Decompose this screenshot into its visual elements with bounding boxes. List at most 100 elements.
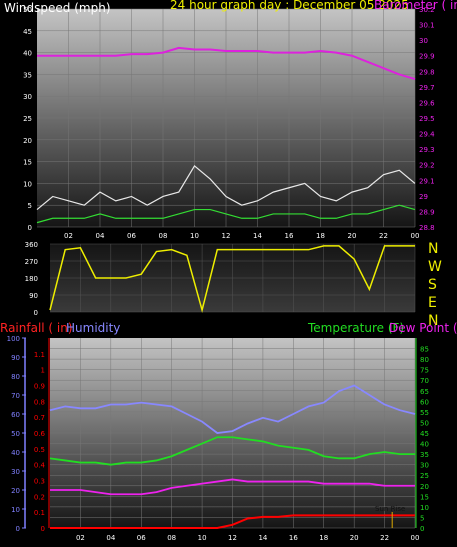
- graph-title: 24 hour graph day : December 05 2025: [170, 0, 409, 12]
- compass-label: N: [428, 313, 438, 329]
- barometer-tick-label: 29.6: [419, 99, 435, 107]
- barometer-tick-label: 29.4: [419, 131, 435, 139]
- compass-label: S: [428, 277, 437, 293]
- wind-y-axis: 0 5 10 15 20 25 30 35 40 45 50: [23, 6, 32, 232]
- barometer-tick-label: 30.1: [419, 22, 435, 30]
- windspeed-tick-label: 35: [23, 71, 32, 79]
- climate-x-tick-label: 18: [319, 534, 328, 542]
- series-rainfall: [50, 514, 415, 529]
- temperature-tick-label: 50: [420, 419, 429, 427]
- humidity-tick-label: 60: [11, 411, 20, 419]
- wind-x-tick-label: 08: [159, 232, 168, 240]
- rainfall-tick-label: 1.1: [34, 351, 45, 359]
- humidity-tick-label: 100: [7, 335, 20, 343]
- temperature-tick-label: 65: [420, 388, 429, 396]
- barometer-tick-label: 29.7: [419, 84, 435, 92]
- windspeed-tick-label: 50: [23, 6, 32, 14]
- humidity-tick-label: 40: [11, 449, 20, 457]
- rainfall-tick-label: 0.2: [34, 493, 45, 501]
- climate-series: [49, 384, 416, 529]
- climate-x-tick-label: 16: [289, 534, 298, 542]
- wind-x-tick-label: 10: [190, 232, 199, 240]
- temperature-tick-label: 75: [420, 367, 429, 375]
- compass-label: E: [428, 295, 437, 311]
- climate-x-tick-label: 06: [137, 534, 146, 542]
- climate-x-tick-label: 02: [76, 534, 85, 542]
- wind-x-tick-label: 16: [285, 232, 294, 240]
- rainfall-tick-label: 0.1: [34, 509, 45, 517]
- wind-x-tick-label: 00: [411, 232, 420, 240]
- barometer-tick-label: 30: [419, 37, 428, 45]
- temperature-tick-label: 80: [420, 356, 429, 364]
- temperature-tick-label: 55: [420, 409, 429, 417]
- rainfall-tick-label: 0.8: [34, 398, 45, 406]
- windspeed-tick-label: 5: [28, 202, 32, 210]
- humidity-tick-label: 90: [11, 354, 20, 362]
- windspeed-tick-label: 45: [23, 28, 32, 36]
- climate-x-tick-label: 00: [411, 534, 420, 542]
- series-dew-point: [50, 478, 415, 496]
- barometer-tick-label: 30.2: [419, 6, 435, 14]
- series-wind-direction: [49, 245, 415, 314]
- barometer-tick-label: 29.1: [419, 177, 435, 185]
- temperature-tick-label: 70: [420, 377, 429, 385]
- direction-series: [49, 245, 415, 314]
- wind-x-axis: 02 04 06 08 10 12 14 16 18 20 22 00: [64, 232, 419, 240]
- barometer-tick-label: 28.9: [419, 208, 435, 216]
- rainfall-tick-label: 0.6: [34, 430, 46, 438]
- sunrise-label: Sun Rise: [375, 505, 405, 513]
- direction-tick-label: 0: [34, 309, 38, 317]
- temperature-tick-label: 20: [420, 483, 429, 491]
- wind-x-tick-label: 14: [253, 232, 262, 240]
- temperature-tick-label: 85: [420, 346, 429, 354]
- compass-label: W: [428, 259, 442, 275]
- series-temperature: [49, 436, 415, 466]
- humidity-tick-label: 20: [11, 487, 20, 495]
- climate-x-tick-label: 08: [167, 534, 176, 542]
- rainfall-tick-label: 0.7: [34, 414, 45, 422]
- barometer-tick-label: 29.8: [419, 68, 435, 76]
- rainfall-tick-label: 0: [41, 525, 45, 533]
- windspeed-tick-label: 20: [23, 137, 32, 145]
- temperature-tick-label: 25: [420, 472, 429, 480]
- temperature-tick-label: 0: [420, 525, 424, 533]
- compass-label: N: [428, 241, 438, 257]
- series-humidity: [49, 384, 416, 434]
- temperature-tick-label: 30: [420, 462, 429, 470]
- rainfall-y-axis: 0 0.1 0.2 0.3 0.4 0.5 0.6 0.7 0.8 0.9 1 1.1: [34, 338, 50, 533]
- rainfall-tick-label: 0.4: [34, 462, 46, 470]
- humidity-tick-label: 10: [11, 506, 20, 514]
- series-wind-gust: [36, 165, 416, 211]
- climate-x-tick-label: 14: [258, 534, 267, 542]
- humidity-tick-label: 50: [11, 430, 20, 438]
- series-barometer: [37, 46, 416, 81]
- climate-x-tick-label: 20: [350, 534, 359, 542]
- rainfall-tick-label: 0.5: [34, 446, 45, 454]
- rainfall-tick-label: 0.3: [34, 478, 45, 486]
- humidity-tick-label: 80: [11, 373, 20, 381]
- windspeed-tick-label: 15: [23, 159, 32, 167]
- windspeed-tick-label: 10: [23, 180, 32, 188]
- windspeed-tick-label: 0: [28, 224, 32, 232]
- direction-tick-label: 180: [25, 275, 38, 283]
- wind-x-tick-label: 20: [348, 232, 357, 240]
- direction-tick-label: 360: [25, 241, 38, 249]
- temperature-tick-label: 15: [420, 493, 429, 501]
- wind-x-tick-label: 18: [316, 232, 325, 240]
- temperature-tick-label: 10: [420, 504, 429, 512]
- windspeed-tick-label: 30: [23, 93, 32, 101]
- barometer-tick-label: 28.8: [419, 224, 435, 232]
- wind-x-tick-label: 06: [127, 232, 136, 240]
- barometer-y-axis: 28.8 28.9 29 29.1 29.2 29.3 29.4 29.5 29.6 29.7 29…: [419, 6, 435, 232]
- climate-x-tick-label: 12: [228, 534, 237, 542]
- wind-grid: [37, 8, 416, 228]
- temperature-axis-title: Temperature (F): [307, 321, 404, 335]
- direction-tick-label: 270: [25, 258, 38, 266]
- temperature-tick-label: 40: [420, 441, 429, 449]
- wind-x-tick-label: 04: [96, 232, 105, 240]
- wind-x-tick-label: 12: [222, 232, 231, 240]
- barometer-tick-label: 29.2: [419, 162, 435, 170]
